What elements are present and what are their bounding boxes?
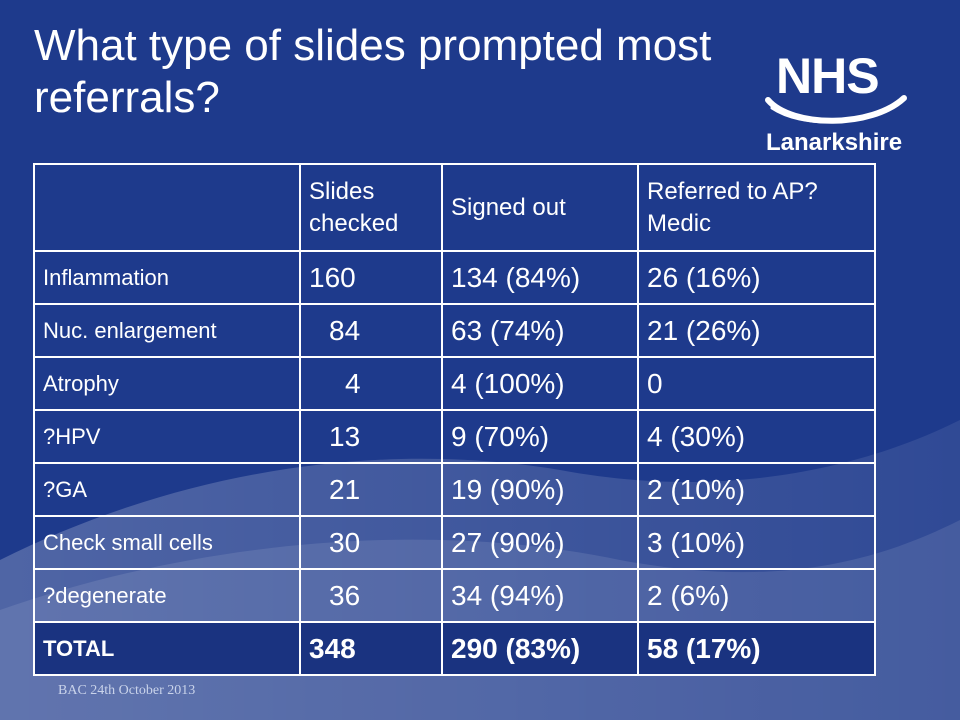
row-label: ?degenerate	[33, 568, 301, 623]
referred-cell: 3 (10%)	[637, 515, 876, 570]
signed-out-cell: 134 (84%)	[441, 250, 639, 305]
logo-swoosh-icon	[765, 95, 907, 124]
table-row: Atrophy 4 4 (100%) 0	[33, 356, 876, 411]
table-row: ?degenerate 36 34 (94%) 2 (6%)	[33, 568, 876, 623]
referrals-table: Slides checked Signed out Referred to AP…	[33, 163, 876, 676]
row-label: Atrophy	[33, 356, 301, 411]
slides-checked-cell: 21	[299, 462, 443, 517]
row-label: Nuc. enlargement	[33, 303, 301, 358]
row-label: ?GA	[33, 462, 301, 517]
signed-out-cell: 4 (100%)	[441, 356, 639, 411]
table-header-row: Slides checked Signed out Referred to AP…	[33, 163, 876, 252]
total-checked-cell: 348	[299, 621, 443, 676]
referred-cell: 4 (30%)	[637, 409, 876, 464]
referred-cell: 2 (10%)	[637, 462, 876, 517]
row-label: Check small cells	[33, 515, 301, 570]
table-header-cell: Slides checked	[299, 163, 443, 252]
table-row: ?HPV 13 9 (70%) 4 (30%)	[33, 409, 876, 464]
referred-cell: 21 (26%)	[637, 303, 876, 358]
table-header-cell: Referred to AP?Medic	[637, 163, 876, 252]
signed-out-cell: 34 (94%)	[441, 568, 639, 623]
slides-checked-cell: 84	[299, 303, 443, 358]
slides-checked-cell: 13	[299, 409, 443, 464]
table-row: ?GA 21 19 (90%) 2 (10%)	[33, 462, 876, 517]
signed-out-cell: 27 (90%)	[441, 515, 639, 570]
total-referred-cell: 58 (17%)	[637, 621, 876, 676]
total-signed-cell: 290 (83%)	[441, 621, 639, 676]
table-total-row: TOTAL 348 290 (83%) 58 (17%)	[33, 621, 876, 676]
signed-out-cell: 19 (90%)	[441, 462, 639, 517]
table-header-cell: Signed out	[441, 163, 639, 252]
row-label: ?HPV	[33, 409, 301, 464]
logo-region-text: Lanarkshire	[766, 129, 903, 156]
row-label: Inflammation	[33, 250, 301, 305]
referred-cell: 2 (6%)	[637, 568, 876, 623]
slides-checked-cell: 36	[299, 568, 443, 623]
slides-checked-cell: 4	[299, 356, 443, 411]
slide-title: What type of slides prompted most referr…	[34, 21, 712, 122]
table-row: Inflammation 160 134 (84%) 26 (16%)	[33, 250, 876, 305]
nhs-logo: NHS Lanarkshire	[762, 46, 910, 162]
table-header-cell	[33, 163, 301, 252]
total-label: TOTAL	[33, 621, 301, 676]
slides-checked-cell: 30	[299, 515, 443, 570]
table-row: Check small cells 30 27 (90%) 3 (10%)	[33, 515, 876, 570]
referred-cell: 26 (16%)	[637, 250, 876, 305]
signed-out-cell: 9 (70%)	[441, 409, 639, 464]
logo-nhs-text: NHS	[776, 48, 880, 104]
referred-cell: 0	[637, 356, 876, 411]
footer-text: BAC 24th October 2013	[58, 683, 196, 698]
table-row: Nuc. enlargement 84 63 (74%) 21 (26%)	[33, 303, 876, 358]
signed-out-cell: 63 (74%)	[441, 303, 639, 358]
slides-checked-cell: 160	[299, 250, 443, 305]
